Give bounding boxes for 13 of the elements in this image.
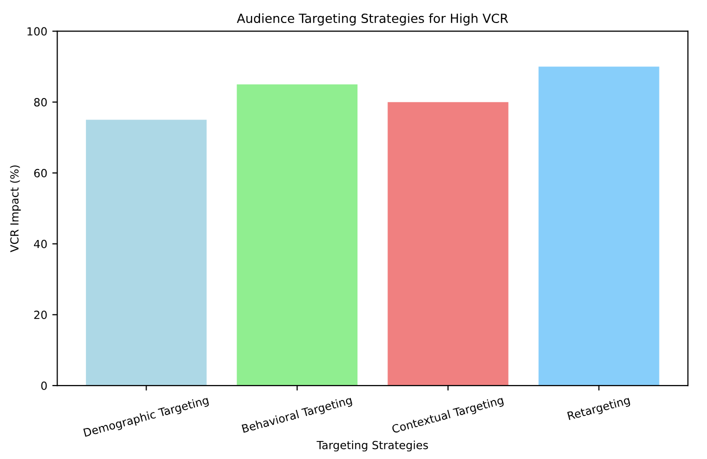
y-tick-label: 100 [28,27,47,36]
y-tick-label: 80 [34,98,47,106]
x-axis-title: Targeting Strategies [316,440,428,452]
bar [86,120,207,386]
chart-title: Audience Targeting Strategies for High VCR [236,13,508,26]
y-tick-label: 0 [41,382,47,390]
y-tick-label: 20 [34,310,47,320]
y-tick-label: 40 [34,240,47,248]
y-tick-label: 60 [34,168,47,178]
bar [388,102,508,386]
bar [236,84,358,386]
bar [538,66,660,386]
y-axis-title: VCR Impact (%) [10,165,21,252]
